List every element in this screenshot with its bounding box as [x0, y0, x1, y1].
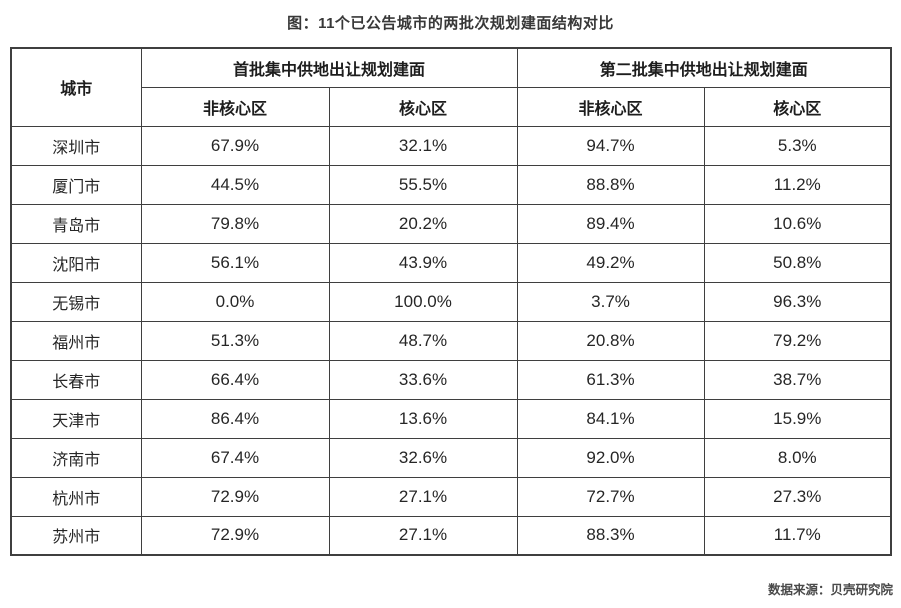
city-cell: 长春市 — [10, 359, 142, 400]
value-cell: 32.6% — [328, 437, 518, 478]
value-cell: 8.0% — [703, 437, 892, 478]
header-city: 城市 — [10, 47, 142, 127]
value-cell: 84.1% — [516, 398, 705, 439]
table-row: 福州市 51.3% 48.7% 20.8% 79.2% — [10, 320, 892, 361]
table-row: 天津市 86.4% 13.6% 84.1% 15.9% — [10, 398, 892, 439]
value-cell: 72.7% — [516, 476, 705, 517]
value-cell: 51.3% — [140, 320, 330, 361]
header-batch1-core: 核心区 — [328, 86, 518, 127]
table-row: 沈阳市 56.1% 43.9% 49.2% 50.8% — [10, 242, 892, 283]
value-cell: 61.3% — [516, 359, 705, 400]
value-cell: 5.3% — [703, 125, 892, 166]
value-cell: 32.1% — [328, 125, 518, 166]
value-cell: 48.7% — [328, 320, 518, 361]
table-header: 城市 首批集中供地出让规划建面 第二批集中供地出让规划建面 非核心区 核心区 非… — [10, 47, 892, 127]
value-cell: 11.2% — [703, 164, 892, 205]
value-cell: 88.8% — [516, 164, 705, 205]
value-cell: 66.4% — [140, 359, 330, 400]
value-cell: 92.0% — [516, 437, 705, 478]
page-title: 图：11个已公告城市的两批次规划建面结构对比 — [287, 15, 614, 32]
value-cell: 49.2% — [516, 242, 705, 283]
value-cell: 10.6% — [703, 203, 892, 244]
value-cell: 33.6% — [328, 359, 518, 400]
value-cell: 55.5% — [328, 164, 518, 205]
table-row: 青岛市 79.8% 20.2% 89.4% 10.6% — [10, 203, 892, 244]
header-batch2-noncore: 非核心区 — [516, 86, 705, 127]
city-cell: 深圳市 — [10, 125, 142, 166]
value-cell: 13.6% — [328, 398, 518, 439]
table-row: 无锡市 0.0% 100.0% 3.7% 96.3% — [10, 281, 892, 322]
table-row: 厦门市 44.5% 55.5% 88.8% 11.2% — [10, 164, 892, 205]
data-source-note: 数据来源：贝壳研究院 — [767, 583, 893, 597]
value-cell: 11.7% — [703, 515, 892, 556]
value-cell: 3.7% — [516, 281, 705, 322]
value-cell: 43.9% — [328, 242, 518, 283]
value-cell: 38.7% — [703, 359, 892, 400]
city-cell: 青岛市 — [10, 203, 142, 244]
table-row: 杭州市 72.9% 27.1% 72.7% 27.3% — [10, 476, 892, 517]
city-cell: 天津市 — [10, 398, 142, 439]
table-row: 深圳市 67.9% 32.1% 94.7% 5.3% — [10, 125, 892, 166]
value-cell: 67.4% — [140, 437, 330, 478]
header-row-groups: 城市 首批集中供地出让规划建面 第二批集中供地出让规划建面 — [10, 47, 892, 127]
value-cell: 56.1% — [140, 242, 330, 283]
city-cell: 厦门市 — [10, 164, 142, 205]
header-batch2-core: 核心区 — [703, 86, 892, 127]
table-row: 长春市 66.4% 33.6% 61.3% 38.7% — [10, 359, 892, 400]
value-cell: 27.1% — [328, 476, 518, 517]
header-batch1-noncore: 非核心区 — [140, 86, 330, 127]
city-cell: 杭州市 — [10, 476, 142, 517]
value-cell: 86.4% — [140, 398, 330, 439]
value-cell: 67.9% — [140, 125, 330, 166]
value-cell: 44.5% — [140, 164, 330, 205]
city-comparison-table: 城市 首批集中供地出让规划建面 第二批集中供地出让规划建面 非核心区 核心区 非… — [10, 47, 893, 556]
value-cell: 72.9% — [140, 515, 330, 556]
value-cell: 15.9% — [703, 398, 892, 439]
city-cell: 济南市 — [10, 437, 142, 478]
header-row-subcolumns: 非核心区 核心区 非核心区 核心区 — [11, 86, 892, 127]
value-cell: 20.2% — [328, 203, 518, 244]
header-batch2-group: 第二批集中供地出让规划建面 — [516, 47, 892, 88]
table-body: 深圳市 67.9% 32.1% 94.7% 5.3% 厦门市 44.5% 55.5% 88.8%… — [10, 125, 892, 556]
value-cell: 79.8% — [140, 203, 330, 244]
value-cell: 88.3% — [516, 515, 705, 556]
value-cell: 27.1% — [328, 515, 518, 556]
value-cell: 94.7% — [516, 125, 705, 166]
value-cell: 79.2% — [703, 320, 892, 361]
header-batch1-group: 首批集中供地出让规划建面 — [140, 47, 518, 88]
city-cell: 苏州市 — [10, 515, 142, 556]
value-cell: 20.8% — [516, 320, 705, 361]
table-row: 苏州市 72.9% 27.1% 88.3% 11.7% — [10, 515, 892, 556]
city-cell: 福州市 — [10, 320, 142, 361]
city-cell: 沈阳市 — [10, 242, 142, 283]
value-cell: 50.8% — [703, 242, 892, 283]
value-cell: 27.3% — [703, 476, 892, 517]
table-row: 济南市 67.4% 32.6% 92.0% 8.0% — [10, 437, 892, 478]
city-cell: 无锡市 — [10, 281, 142, 322]
value-cell: 100.0% — [328, 281, 518, 322]
value-cell: 96.3% — [703, 281, 892, 322]
value-cell: 89.4% — [516, 203, 705, 244]
value-cell: 0.0% — [140, 281, 330, 322]
value-cell: 72.9% — [140, 476, 330, 517]
